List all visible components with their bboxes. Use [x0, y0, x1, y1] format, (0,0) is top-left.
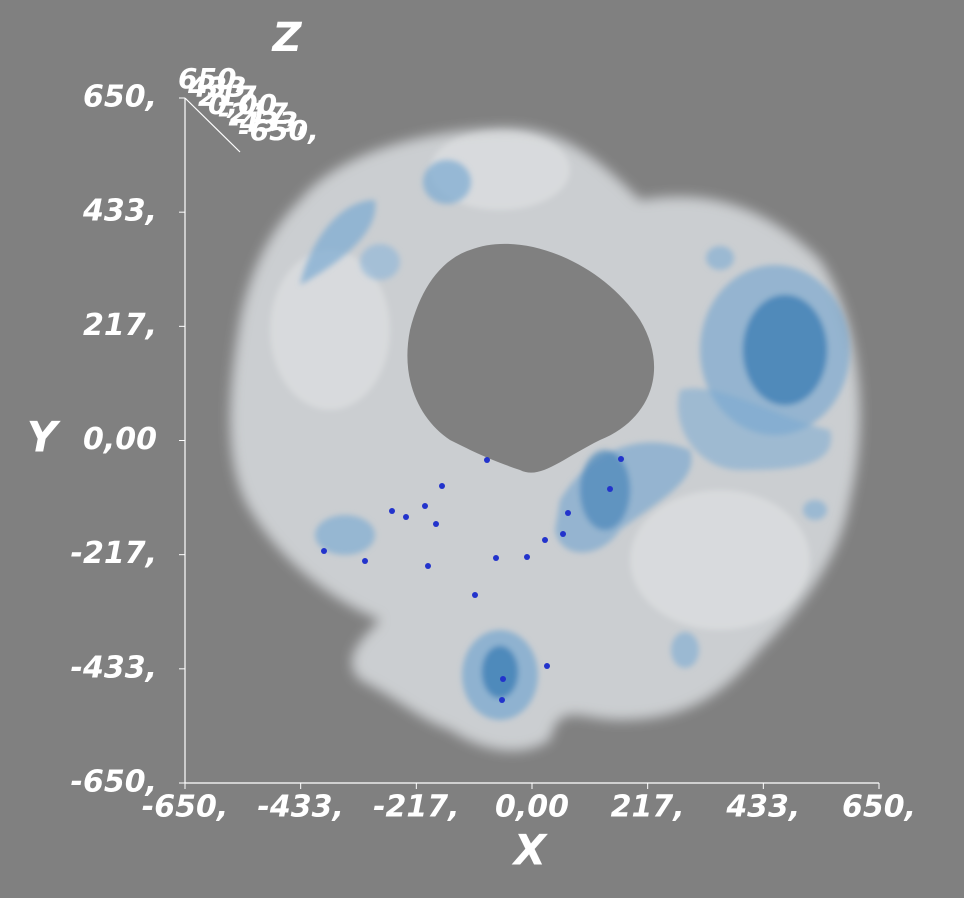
- x-tick-label: -650,: [142, 790, 228, 825]
- z-axis-line: [184, 97, 241, 153]
- x-tick-label: 0,00: [495, 790, 569, 825]
- z-tick-label: 217,: [198, 79, 267, 112]
- isosurface: [230, 127, 860, 751]
- y-axis-title: Y: [27, 413, 61, 462]
- z-tick-label: 433,: [187, 71, 257, 104]
- x-tick-label: 650,: [842, 790, 916, 825]
- point-markers: [321, 456, 624, 703]
- y-tick-label: -650,: [71, 765, 157, 800]
- y-tick-label: 217,: [83, 308, 157, 343]
- x-tick-label: 433,: [725, 790, 800, 825]
- y-tick-label: -433,: [71, 650, 157, 685]
- z-tick-label: -433,: [228, 105, 309, 138]
- z-tick-label: 650,: [178, 62, 247, 95]
- x-tick-label: -217,: [373, 790, 459, 825]
- x-tick-label: 217,: [611, 790, 685, 825]
- y-tick-label: 433,: [82, 194, 157, 229]
- z-tick-label: -650,: [238, 114, 319, 147]
- z-tick-label: -217,: [218, 97, 299, 130]
- y-tick-label: 0,00: [83, 422, 157, 457]
- z-axis-title: Z: [270, 15, 302, 61]
- dense-regions: [300, 160, 850, 720]
- x-axis-title: X: [511, 826, 549, 875]
- y-tick-label: 650,: [83, 80, 157, 115]
- x-tick-label: -433,: [257, 790, 343, 825]
- y-tick-label: -217,: [71, 536, 157, 571]
- z-tick-label: 0,00: [208, 88, 277, 121]
